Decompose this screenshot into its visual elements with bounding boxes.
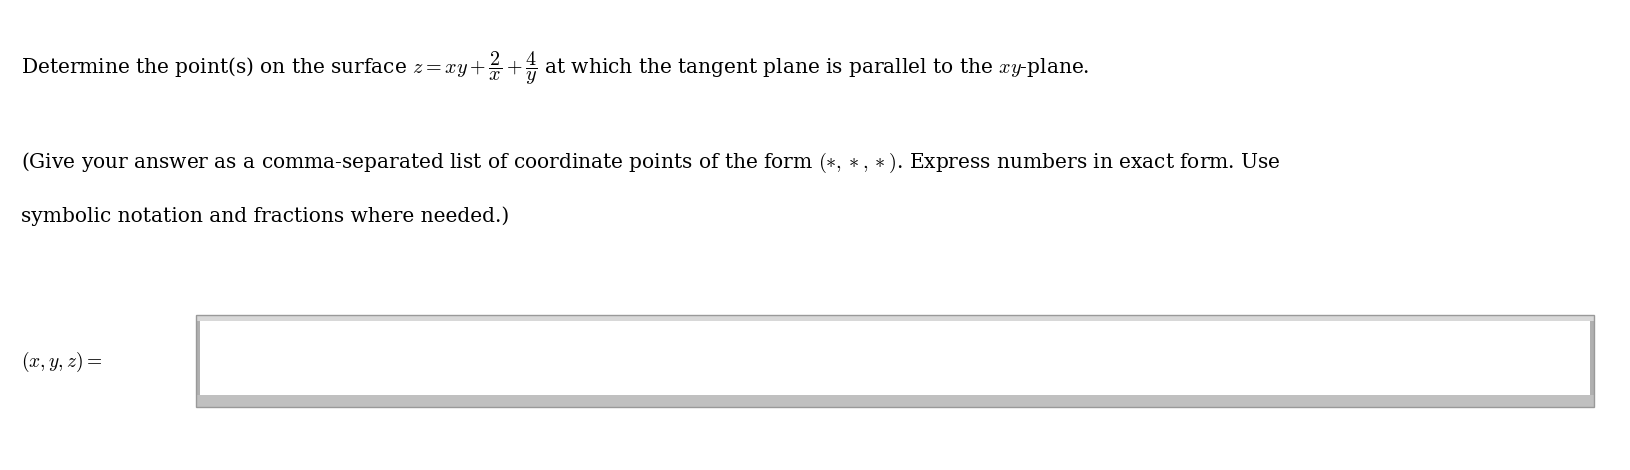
Text: $(x, y, z) =$: $(x, y, z) =$ [21,350,103,374]
Bar [196,315,1594,407]
Text: symbolic notation and fractions where needed.): symbolic notation and fractions where ne… [21,207,510,227]
Bar [196,395,1594,407]
Bar [199,321,1589,395]
Bar [196,315,1594,407]
Bar [196,315,1594,321]
Text: Determine the point(s) on the surface $z = xy + \dfrac{2}{x} + \dfrac{4}{y}$ at : Determine the point(s) on the surface $z… [21,49,1089,86]
Text: (Give your answer as a comma-separated list of coordinate points of the form $(*: (Give your answer as a comma-separated l… [21,150,1281,174]
